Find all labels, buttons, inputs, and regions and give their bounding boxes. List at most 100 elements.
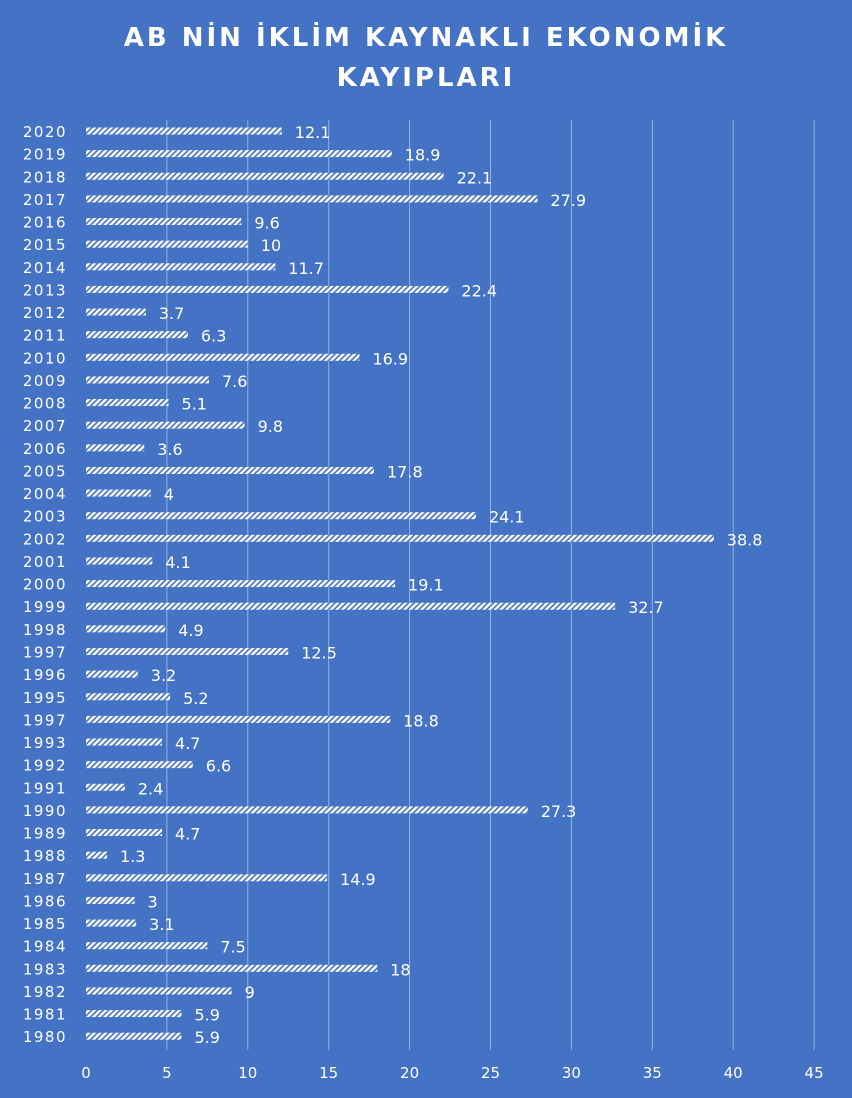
bar-2013 — [86, 285, 449, 293]
y-tick-label: 2008 — [23, 395, 67, 413]
bar-2004 — [86, 489, 151, 497]
y-tick-label: 1981 — [23, 1006, 67, 1024]
data-label: 38.8 — [727, 530, 763, 549]
y-tick-label: 1985 — [23, 915, 67, 933]
data-label: 22.1 — [457, 168, 493, 187]
y-tick-label: 2019 — [23, 146, 67, 164]
y-tick-label: 1992 — [23, 757, 67, 775]
data-label: 3.2 — [151, 666, 176, 685]
chart-title-line-2: KAYIPLARI — [336, 63, 516, 93]
bar-1988 — [86, 851, 108, 859]
bar-2008 — [86, 399, 169, 407]
bar-1990 — [86, 806, 528, 814]
bar-1983 — [86, 964, 378, 972]
y-tick-label: 1995 — [23, 689, 67, 707]
y-tick-label: 2003 — [23, 508, 67, 526]
x-tick-label: 45 — [805, 1064, 824, 1082]
chart-title: AB NİN İKLİM KAYNAKLI EKONOMİK KAYIPLARI — [0, 18, 852, 98]
data-label: 22.4 — [461, 281, 497, 300]
y-tick-label: 2009 — [23, 372, 67, 390]
bar-2010 — [86, 353, 360, 361]
bar-2020 — [86, 127, 282, 135]
chart-title-line-1: AB NİN İKLİM KAYNAKLI EKONOMİK — [123, 23, 729, 53]
bar-1984 — [86, 942, 208, 950]
y-tick-label: 2002 — [23, 530, 67, 548]
x-tick-label: 20 — [400, 1064, 419, 1082]
y-tick-label: 2016 — [23, 214, 67, 232]
y-tick-label: 1983 — [23, 960, 67, 978]
y-tick-label: 1997 — [23, 643, 67, 661]
y-tick-label: 2011 — [23, 327, 67, 345]
data-label: 14.9 — [340, 870, 376, 889]
bar-1985 — [86, 919, 137, 927]
data-label: 4 — [164, 485, 174, 504]
data-label: 5.9 — [194, 1006, 219, 1025]
data-label: 7.6 — [222, 372, 247, 391]
bar-2011 — [86, 331, 188, 339]
data-label: 9.8 — [258, 417, 283, 436]
bar-2015 — [86, 240, 248, 248]
data-label: 3.7 — [159, 304, 184, 323]
data-label: 4.7 — [175, 825, 200, 844]
bar-1997 — [86, 715, 391, 723]
x-tick-label: 10 — [238, 1064, 257, 1082]
bar-1989 — [86, 829, 163, 837]
data-label: 9.6 — [254, 214, 279, 233]
data-label: 11.7 — [288, 259, 324, 278]
y-tick-label: 1991 — [23, 779, 67, 797]
bar-2002 — [86, 534, 714, 542]
bar-1996 — [86, 670, 138, 678]
bar-2018 — [86, 172, 444, 180]
bar-2007 — [86, 421, 245, 429]
x-tick-label: 15 — [319, 1064, 338, 1082]
data-label: 24.1 — [489, 508, 525, 527]
bar-2006 — [86, 444, 145, 452]
bar-2017 — [86, 195, 538, 203]
y-axis-tick-labels: 2020 2019 2018 2017 2016 2015 2014 2013 2012 2011… — [23, 123, 67, 1046]
data-label: 9 — [245, 983, 255, 1002]
y-tick-label: 1987 — [23, 870, 67, 888]
data-label: 4.1 — [165, 553, 190, 572]
x-tick-label: 25 — [481, 1064, 500, 1082]
data-label: 3 — [148, 892, 158, 911]
y-tick-label: 2007 — [23, 417, 67, 435]
y-tick-label: 2006 — [23, 440, 67, 458]
data-label: 19.1 — [408, 576, 444, 595]
bar-1987 — [86, 874, 328, 882]
data-labels: 12.1 18.9 22.1 27.9 9.6 10 11.7 22.4 3.7 6.3 16.9 7… — [120, 123, 762, 1047]
bar-2009 — [86, 376, 209, 384]
bar-2014 — [86, 263, 276, 271]
bar-1995 — [86, 693, 171, 701]
data-label: 16.9 — [372, 349, 408, 368]
x-tick-label: 5 — [162, 1064, 172, 1082]
y-tick-label: 2015 — [23, 236, 67, 254]
y-tick-label: 2014 — [23, 259, 67, 277]
data-label: 6.6 — [206, 757, 231, 776]
bar-1999 — [86, 602, 616, 610]
y-tick-label: 1996 — [23, 666, 67, 684]
y-tick-label: 2012 — [23, 304, 67, 322]
data-label: 5.1 — [182, 395, 207, 414]
y-tick-label: 2010 — [23, 349, 67, 367]
y-tick-label: 1999 — [23, 598, 67, 616]
bar-1980 — [86, 1032, 182, 1040]
data-label: 18 — [390, 960, 410, 979]
bars — [86, 127, 714, 1040]
data-label: 2.4 — [138, 779, 163, 798]
y-tick-label: 1980 — [23, 1028, 67, 1046]
data-label: 1.3 — [120, 847, 145, 866]
y-tick-label: 1989 — [23, 825, 67, 843]
bar-2016 — [86, 218, 242, 226]
bar-1992 — [86, 761, 193, 769]
bar-1986 — [86, 896, 135, 904]
y-tick-label: 1990 — [23, 802, 67, 820]
bar-1981 — [86, 1010, 182, 1018]
y-tick-label: 1982 — [23, 983, 67, 1001]
data-label: 27.9 — [550, 191, 586, 210]
bar-1991 — [86, 783, 125, 791]
data-label: 12.1 — [295, 123, 331, 142]
y-tick-label: 1997 — [23, 711, 67, 729]
y-tick-label: 1998 — [23, 621, 67, 639]
data-label: 12.5 — [301, 643, 337, 662]
